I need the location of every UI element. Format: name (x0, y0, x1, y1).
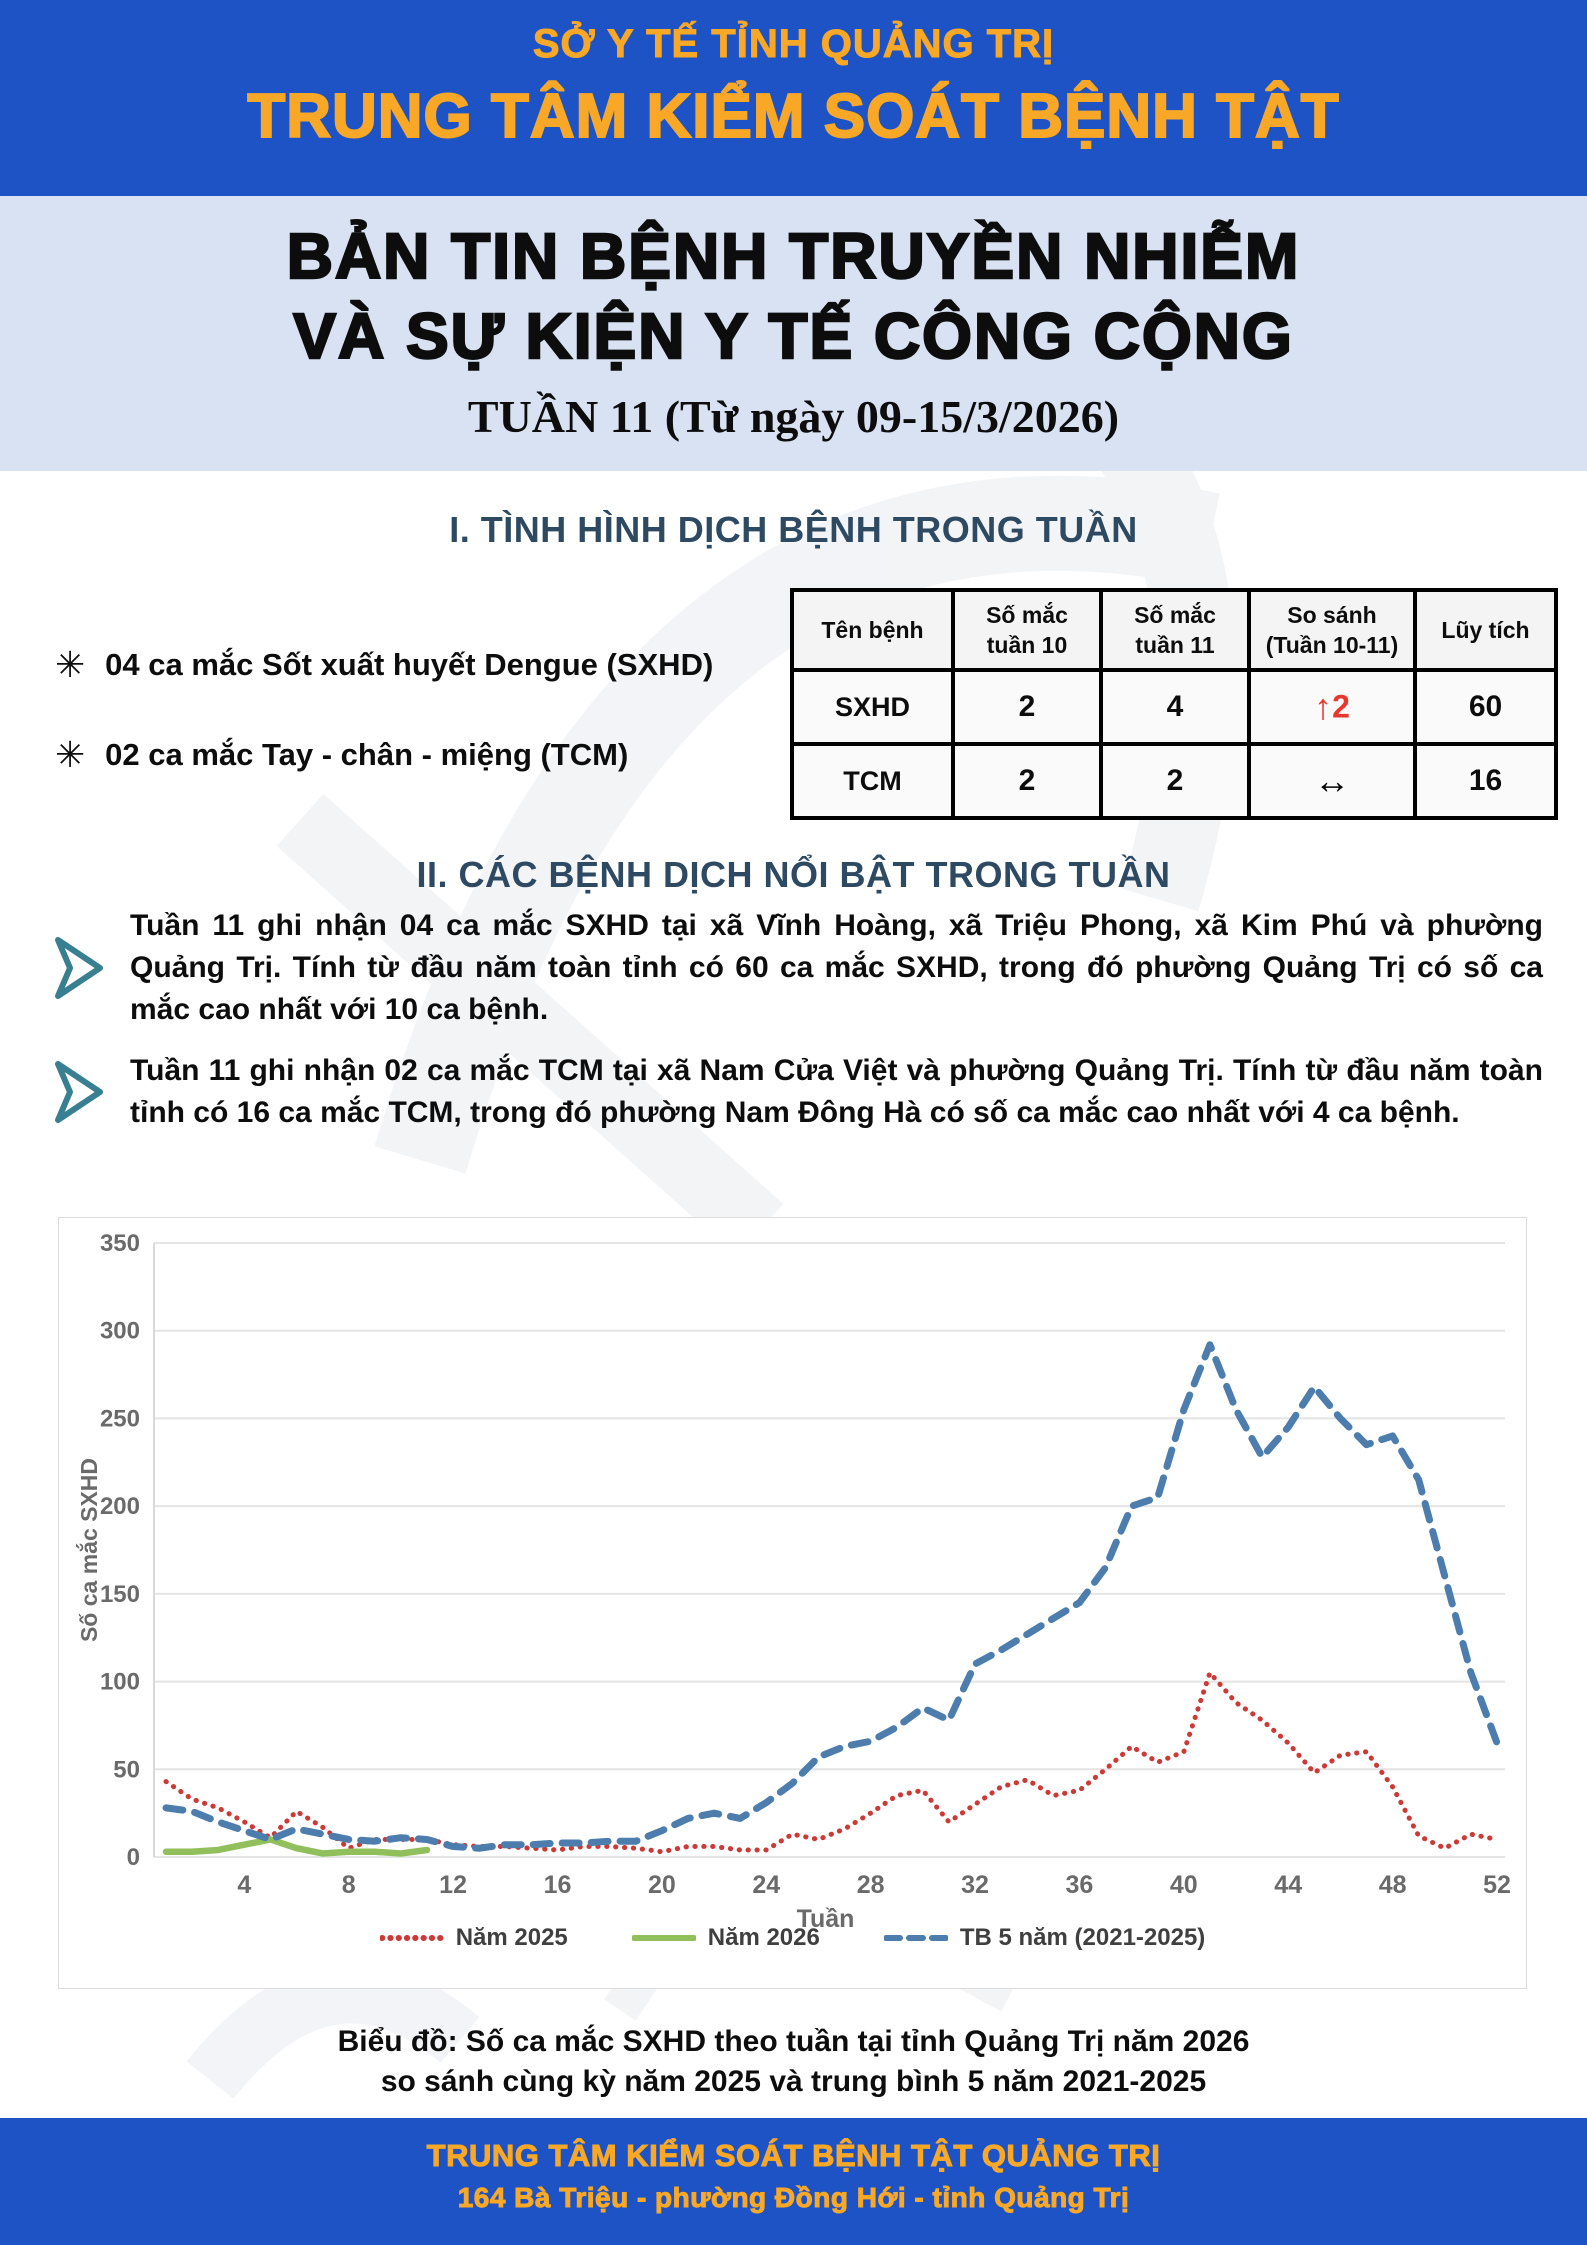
legend-swatch-dashed (883, 1935, 948, 1941)
col-header-disease: Tên bệnh (790, 588, 955, 672)
legend-item: Năm 2026 (631, 1924, 820, 1952)
legend-swatch-dotted (379, 1935, 444, 1941)
cell-week11: 2 (1099, 742, 1251, 820)
svg-text:52: 52 (1483, 1871, 1511, 1899)
caption-line2: so sánh cùng kỳ năm 2025 và trung bình 5… (380, 2065, 1207, 2098)
col-header-week11: Số mắc tuần 11 (1099, 588, 1251, 672)
table-row: TCM 2 2 ↔ 16 (790, 742, 1558, 820)
cell-disease: SXHD (790, 668, 955, 746)
section1-heading: I. TÌNH HÌNH DỊCH BỆNH TRONG TUẦN (449, 509, 1138, 550)
bulletin-week-line: TUẦN 11 (Từ ngày 09-15/3/2026) (467, 391, 1120, 442)
highlight-item-tcm: Tuần 11 ghi nhận 02 ca mắc TCM tại xã Na… (48, 1050, 1543, 1134)
footer-address: 164 Bà Triệu - phường Đồng Hới - tỉnh Qu… (457, 2182, 1130, 2214)
svg-text:16: 16 (544, 1871, 572, 1899)
legend-label: Năm 2026 (707, 1924, 820, 1951)
svg-text:8: 8 (342, 1871, 356, 1899)
svg-text:250: 250 (100, 1405, 140, 1432)
svg-text:24: 24 (752, 1871, 780, 1899)
weekly-cases-table: Tên bệnh Số mắc tuần 10 Số mắc tuần 11 S… (790, 588, 1558, 820)
svg-text:150: 150 (100, 1581, 140, 1608)
bulletin-title-line2: VÀ SỰ KIỆN Y TẾ CÔNG CỘNG (292, 299, 1294, 374)
legend-item: Năm 2025 (379, 1924, 568, 1952)
chevron-arrow-icon (55, 1061, 103, 1123)
caption-line1: Biểu đồ: Số ca mắc SXHD theo tuần tại tỉ… (337, 2025, 1250, 2058)
chevron-arrow-icon (55, 937, 103, 999)
up-arrow-icon: ↑ (1314, 686, 1333, 727)
bulletin-title-line1: BẢN TIN BỆNH TRUYỀN NHIỄM (285, 219, 1301, 294)
col-header-cumulative: Lũy tích (1413, 588, 1558, 672)
highlight-item-sxhd: Tuần 11 ghi nhận 04 ca mắc SXHD tại xã V… (48, 905, 1543, 1031)
asterisk-bullet-icon: ✳ (55, 734, 86, 775)
header-department: SỞ Y TẾ TỈNH QUẢNG TRỊ (532, 22, 1055, 67)
svg-text:28: 28 (857, 1871, 885, 1899)
svg-text:44: 44 (1274, 1871, 1302, 1899)
legend-label: Năm 2025 (455, 1924, 568, 1951)
cell-week10: 2 (951, 742, 1103, 820)
cell-compare: ↔ (1247, 742, 1417, 820)
list-item: ✳ 04 ca mắc Sốt xuất huyết Dengue (SXHD) (55, 640, 755, 690)
cell-week10: 2 (951, 668, 1103, 746)
chart-legend: Năm 2025 Năm 2026 TB 5 năm (2021-2025) (59, 1924, 1526, 1952)
cell-cumulative: 16 (1413, 742, 1558, 820)
svg-text:48: 48 (1379, 1871, 1407, 1899)
left-right-arrow-icon: ↔ (1314, 760, 1350, 801)
cell-week11: 4 (1099, 668, 1251, 746)
highlight-text: Tuần 11 ghi nhận 04 ca mắc SXHD tại xã V… (130, 909, 1543, 1026)
svg-text:4: 4 (237, 1871, 251, 1899)
svg-text:200: 200 (100, 1493, 140, 1520)
svg-text:Số ca mắc SXHD: Số ca mắc SXHD (75, 1458, 102, 1642)
sxhd-weekly-chart: 0 50 100 150 200 250 300 350 4 8 12 16 20 24 28 32 36 40 4… (58, 1217, 1527, 1989)
table-row: SXHD 2 4 ↑2 60 (790, 668, 1558, 746)
header-band: SỞ Y TẾ TỈNH QUẢNG TRỊ TRUNG TÂM KIỂM SO… (0, 0, 1587, 196)
cell-compare: ↑2 (1247, 668, 1417, 746)
cell-disease: TCM (790, 742, 955, 820)
bullet-text: 02 ca mắc Tay - chân - miệng (TCM) (105, 737, 629, 772)
section1-bullets: ✳ 04 ca mắc Sốt xuất huyết Dengue (SXHD)… (55, 640, 755, 820)
svg-text:300: 300 (100, 1318, 140, 1345)
section2-heading: II. CÁC BỆNH DỊCH NỔI BẬT TRONG TUẦN (416, 854, 1171, 895)
svg-text:350: 350 (100, 1230, 140, 1257)
cell-cumulative: 60 (1413, 668, 1558, 746)
footer-org-name: TRUNG TÂM KIỂM SOÁT BỆNH TẬT QUẢNG TRỊ (426, 2138, 1161, 2174)
asterisk-bullet-icon: ✳ (55, 644, 86, 685)
svg-text:36: 36 (1066, 1871, 1094, 1899)
footer-band: TRUNG TÂM KIỂM SOÁT BỆNH TẬT QUẢNG TRỊ 1… (0, 2118, 1587, 2245)
table-header-row: Tên bệnh Số mắc tuần 10 Số mắc tuần 11 S… (790, 588, 1558, 672)
compare-value: 2 (1332, 688, 1350, 725)
legend-item: TB 5 năm (2021-2025) (883, 1924, 1206, 1952)
svg-text:40: 40 (1170, 1871, 1198, 1899)
svg-text:0: 0 (127, 1844, 140, 1871)
svg-text:100: 100 (100, 1669, 140, 1696)
svg-text:Tuần: Tuần (797, 1905, 855, 1930)
bullet-text: 04 ca mắc Sốt xuất huyết Dengue (SXHD) (105, 647, 714, 682)
title-band: BẢN TIN BỆNH TRUYỀN NHIỄM VÀ SỰ KIỆN Y T… (0, 196, 1587, 471)
svg-text:12: 12 (439, 1871, 467, 1899)
highlight-text: Tuần 11 ghi nhận 02 ca mắc TCM tại xã Na… (130, 1054, 1543, 1129)
svg-text:50: 50 (113, 1756, 140, 1783)
legend-label: TB 5 năm (2021-2025) (959, 1924, 1206, 1951)
list-item: ✳ 02 ca mắc Tay - chân - miệng (TCM) (55, 730, 755, 780)
legend-swatch-solid (631, 1935, 696, 1941)
header-center-name: TRUNG TÂM KIỂM SOÁT BỆNH TẬT (246, 81, 1340, 152)
col-header-compare: So sánh (Tuần 10-11) (1247, 588, 1417, 672)
col-header-week10: Số mắc tuần 10 (951, 588, 1103, 672)
svg-text:32: 32 (961, 1871, 989, 1899)
svg-text:20: 20 (648, 1871, 676, 1899)
chart-caption: Biểu đồ: Số ca mắc SXHD theo tuần tại tỉ… (0, 2022, 1587, 2102)
